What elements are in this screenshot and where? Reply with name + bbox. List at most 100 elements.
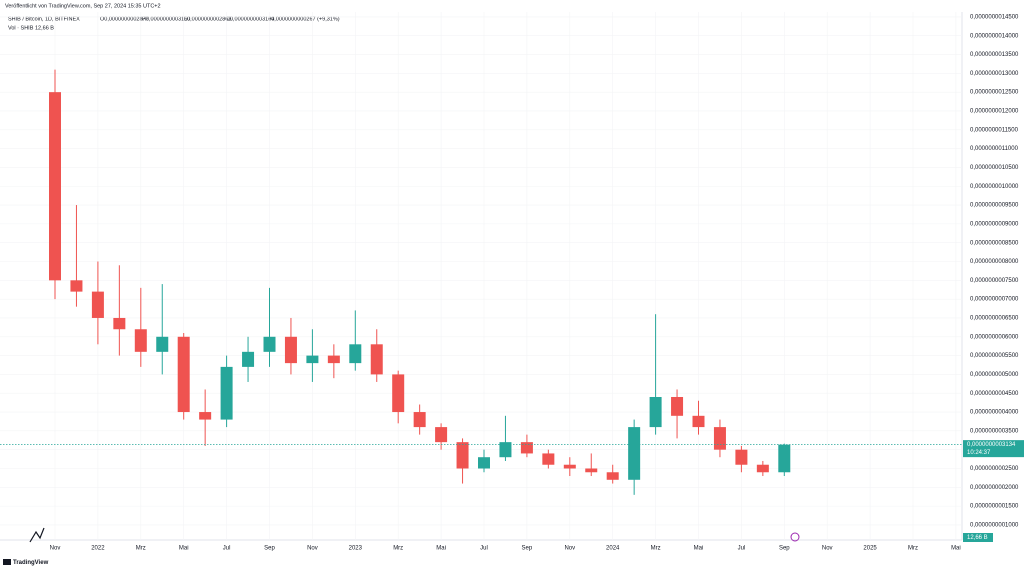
x-tick-label: 2023 xyxy=(349,546,363,552)
y-tick-label: 0,0000000010500 xyxy=(970,165,1019,171)
candle-body xyxy=(628,427,641,480)
y-tick-label: 0,0000000009500 xyxy=(970,203,1019,209)
candle-body xyxy=(435,427,448,443)
y-tick-label: 0,0000000003500 xyxy=(970,428,1019,434)
x-tick-label: Nov xyxy=(822,546,833,552)
candle-body xyxy=(713,427,726,450)
y-tick-label: 0,0000000008000 xyxy=(970,259,1019,265)
candle-body xyxy=(327,355,340,364)
candle-body xyxy=(392,374,405,413)
candle-body xyxy=(177,336,190,413)
y-tick-label: 0,0000000002500 xyxy=(970,466,1019,472)
brand: TradingView xyxy=(13,560,49,566)
candle-body xyxy=(778,444,791,473)
y-tick-label: 0,0000000014000 xyxy=(970,33,1019,39)
y-tick-label: 0,0000000005000 xyxy=(970,372,1019,378)
published-note: Veröffentlicht von TradingView.com, Sep … xyxy=(5,3,161,9)
last-price-label: 0,0000000003134 xyxy=(967,442,1016,448)
x-tick-label: Mrz xyxy=(136,546,146,552)
volume-title: Vol · SHIB xyxy=(8,25,34,31)
candle-body xyxy=(478,457,490,469)
candle-body xyxy=(156,336,169,352)
candle-body xyxy=(542,453,555,465)
x-tick-label: Sep xyxy=(779,546,790,552)
y-tick-label: 0,0000000008500 xyxy=(970,240,1019,246)
y-tick-label: 0,0000000007500 xyxy=(970,278,1019,284)
y-tick-label: 0,0000000001000 xyxy=(970,523,1019,529)
candle-body xyxy=(671,396,684,416)
volume-axis-badge xyxy=(963,533,993,542)
candle-body xyxy=(113,317,126,330)
candle-body xyxy=(413,412,426,428)
x-tick-label: 2022 xyxy=(91,546,105,552)
candle-body xyxy=(49,92,61,281)
candle-body xyxy=(456,442,469,469)
brand-logo xyxy=(3,559,11,565)
candle-body xyxy=(499,442,512,458)
y-tick-label: 0,0000000013500 xyxy=(970,52,1019,58)
candle-body xyxy=(520,442,533,454)
x-tick-label: Jul xyxy=(480,546,488,552)
y-tick-label: 0,0000000012000 xyxy=(970,109,1019,115)
y-tick-label: 0,0000000011500 xyxy=(970,127,1019,133)
x-tick-label: 2024 xyxy=(606,546,620,552)
y-tick-label: 0,0000000014500 xyxy=(970,14,1019,20)
candle-body xyxy=(563,464,576,469)
candle-body xyxy=(649,396,662,428)
candle-body xyxy=(306,355,319,364)
x-tick-label: Mrz xyxy=(908,546,918,552)
x-tick-label: Nov xyxy=(307,546,318,552)
y-tick-label: 0,0000000010000 xyxy=(970,184,1019,190)
volume-value: 12,66 B xyxy=(35,25,54,31)
candle-body xyxy=(284,336,297,364)
candle-body xyxy=(242,351,255,367)
y-tick-label: 0,0000000002000 xyxy=(970,485,1019,491)
y-tick-label: 0,0000000013000 xyxy=(970,71,1019,77)
candle-body xyxy=(91,291,104,318)
x-tick-label: Sep xyxy=(522,546,533,552)
x-tick-label: Nov xyxy=(564,546,575,552)
y-tick-label: 0,0000000006500 xyxy=(970,316,1019,322)
ohlc-value: O0,0000000002877 xyxy=(100,16,149,22)
y-tick-label: 0,0000000006000 xyxy=(970,334,1019,340)
candle-body xyxy=(70,280,83,292)
y-tick-label: 0,0000000005500 xyxy=(970,353,1019,359)
x-tick-label: Mai xyxy=(436,546,446,552)
y-tick-label: 0,0000000001500 xyxy=(970,504,1019,510)
x-tick-label: Mrz xyxy=(651,546,661,552)
grid xyxy=(0,12,962,540)
ohlc-value: C0,0000000003134 xyxy=(226,16,274,22)
volume-axis-value: 12,66 B xyxy=(967,535,988,541)
x-tick-label: Jul xyxy=(738,546,746,552)
ohlc-value: H0,0000000003160 xyxy=(142,16,190,22)
y-tick-label: 0,0000000011000 xyxy=(970,146,1019,152)
candle-body xyxy=(606,472,619,480)
candle-body xyxy=(220,366,233,420)
drawing-tool-icon[interactable] xyxy=(29,527,45,543)
x-tick-label: Mai xyxy=(179,546,189,552)
ohlc-value: L0,0000000002868 xyxy=(184,16,231,22)
x-tick-label: Mai xyxy=(694,546,704,552)
x-tick-label: Sep xyxy=(264,546,275,552)
y-tick-label: 0,0000000004500 xyxy=(970,391,1019,397)
y-tick-label: 0,0000000009000 xyxy=(970,221,1019,227)
x-tick-label: Mai xyxy=(951,546,961,552)
candle-body xyxy=(349,344,362,364)
candle-body xyxy=(585,468,598,473)
y-tick-label: 0,0000000007000 xyxy=(970,297,1019,303)
candle-body xyxy=(756,464,769,473)
candle-body xyxy=(263,336,276,352)
y-tick-label: 0,0000000012500 xyxy=(970,90,1019,96)
x-tick-label: Mrz xyxy=(393,546,403,552)
symbol: SHIB / Bitcoin, 1D, BITFINEX xyxy=(8,16,80,22)
candle-body xyxy=(199,412,212,420)
candle-body xyxy=(134,329,147,352)
event-icon[interactable] xyxy=(790,532,800,542)
last-price-badge xyxy=(963,440,1024,458)
candle-body xyxy=(735,449,748,465)
y-tick-label: 0,0000000004000 xyxy=(970,410,1019,416)
countdown: 10:24:37 xyxy=(967,450,991,456)
x-tick-label: 2025 xyxy=(863,546,877,552)
